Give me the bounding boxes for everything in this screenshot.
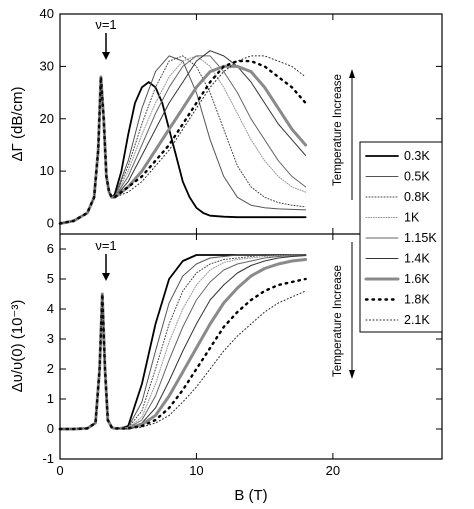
top-series-1_4K: [59, 50, 307, 224]
top-y-tick-label: 10: [40, 163, 54, 178]
legend-label: 1K: [404, 211, 420, 225]
bottom-y-tick-label: 5: [47, 271, 54, 286]
legend-label: 2.1K: [404, 313, 430, 327]
top-panel: 0 10 20 30 40: [40, 6, 442, 234]
legend-label: 0.8K: [404, 190, 430, 204]
legend-label: 0.5K: [404, 170, 430, 184]
legend-label: 1.15K: [404, 231, 437, 245]
bottom-y-tick-label: 3: [47, 331, 54, 346]
top-series-1_15K: [59, 55, 307, 224]
top-series-0_8K: [59, 55, 307, 224]
bottom-y-tick-label: -1: [42, 451, 54, 466]
top-y-tick-label: 0: [47, 216, 54, 231]
legend-label: 1.8K: [404, 293, 430, 307]
bottom-series-2_1K: [59, 290, 307, 430]
bottom-y-tick-label: 6: [47, 241, 54, 256]
top-temperature-arrowhead: [349, 69, 355, 78]
top-y-tick-label: 30: [40, 58, 54, 73]
x-axis-label: B (T): [234, 487, 267, 504]
top-series-2_1K: [59, 55, 307, 224]
top-y-tick-label: 20: [40, 111, 54, 126]
top-nu-annotation: ν=1: [95, 17, 116, 32]
bottom-temperature-arrowhead: [349, 370, 355, 379]
bottom-temperature-label: Temperature Increase: [332, 265, 344, 377]
top-nu-arrowhead: [102, 52, 110, 60]
top-series-1_6K: [58, 64, 308, 225]
bottom-y-tick-label: 1: [47, 391, 54, 406]
x-tick-label: 10: [189, 463, 203, 478]
bottom-y-axis-label: Δυ/υ(0) (10⁻³): [9, 300, 26, 393]
x-tick-label: 0: [56, 463, 63, 478]
bottom-nu-arrowhead: [102, 273, 110, 281]
top-series-0_5K: [59, 55, 307, 224]
legend: 0.3K 0.5K 0.8K 1K 1.15K 1.4K 1.6K 1.8K 2.1K: [359, 141, 443, 333]
bottom-y-tick-label: 0: [47, 421, 54, 436]
x-tick-label: 20: [326, 463, 340, 478]
top-series-1_8K: [58, 59, 307, 225]
legend-label: 0.3K: [404, 149, 430, 163]
top-y-axis-label: ΔΓ (dB/cm): [9, 87, 26, 162]
top-y-tick-label: 40: [40, 6, 54, 21]
top-temperature-label: Temperature Increase: [332, 74, 344, 186]
bottom-y-tick-label: 2: [47, 361, 54, 376]
bottom-nu-annotation: ν=1: [95, 238, 116, 253]
legend-label: 1.6K: [404, 272, 430, 286]
legend-label: 1.4K: [404, 252, 430, 266]
top-series-1K: [59, 55, 307, 224]
bottom-y-tick-label: 4: [47, 301, 54, 316]
